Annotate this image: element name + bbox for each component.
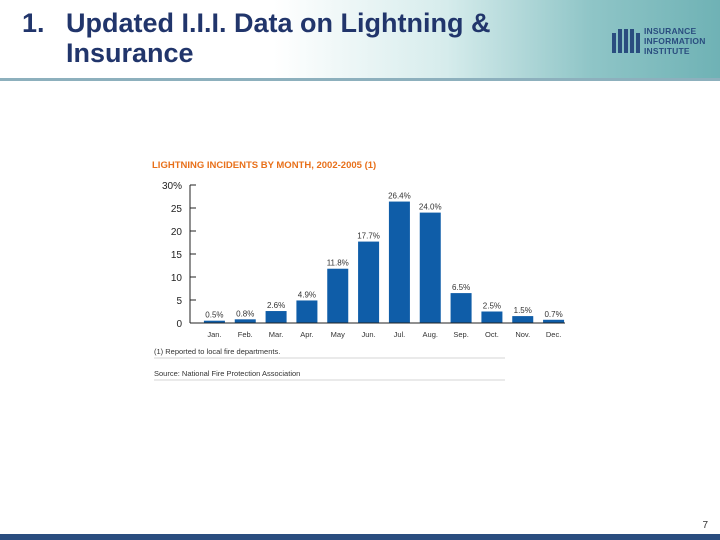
bar-jun [358,241,380,323]
chart-footnote: (1) Reported to local fire departments. [154,347,280,356]
title-number: 1. [22,8,45,38]
x-tick-label: Nov. [515,330,530,339]
x-tick-label: Mar. [269,330,284,339]
x-tick-label: Sep. [453,330,468,339]
y-tick-label: 30% [162,181,182,192]
bar-dec [543,319,565,323]
bar-feb [234,319,256,323]
bar-value-label: 17.7% [357,232,380,241]
iii-logo-icon [612,29,640,53]
y-tick-label: 5 [176,296,182,307]
bar-value-label: 24.0% [419,203,442,212]
bar-value-label: 0.8% [236,309,254,318]
bar-value-label: 4.9% [298,290,316,299]
bar-value-label: 2.5% [483,302,501,311]
y-tick-label: 10 [171,273,183,284]
x-tick-label: May [331,330,345,339]
bar-value-label: 26.4% [388,192,411,201]
iii-logo-text: INSURANCE INFORMATION INSTITUTE [644,26,706,56]
bar-nov [512,316,534,323]
bar-apr [296,300,318,323]
y-tick-label: 15 [171,250,183,261]
bar-sep [450,293,472,323]
bar-aug [419,212,441,323]
chart-source: Source: National Fire Protection Associa… [154,369,300,378]
bar-oct [481,311,503,323]
x-tick-label: Jun. [361,330,375,339]
bar-value-label: 2.6% [267,301,285,310]
x-tick-label: Jan. [207,330,221,339]
chart-container: LIGHTNING INCIDENTS BY MONTH, 2002-2005 … [140,155,570,385]
y-tick-label: 0 [176,319,182,330]
x-tick-label: Feb. [238,330,253,339]
page-title: 1. Updated I.I.I. Data on Lightning & Ins… [22,8,542,68]
bar-value-label: 0.7% [544,310,562,319]
iii-logo: INSURANCE INFORMATION INSTITUTE [612,26,708,60]
header-divider [0,78,720,81]
header-band [0,0,720,78]
bar-jan [203,320,225,323]
x-tick-label: Aug. [423,330,438,339]
chart-title: LIGHTNING INCIDENTS BY MONTH, 2002-2005 … [152,160,376,171]
x-tick-label: Oct. [485,330,499,339]
lightning-bar-chart: LIGHTNING INCIDENTS BY MONTH, 2002-2005 … [152,160,565,381]
y-tick-label: 20 [171,227,183,238]
bar-jul [388,201,410,323]
bar-mar [265,311,287,323]
footer-bar [0,534,720,540]
bar-may [327,268,349,323]
page-number: 7 [702,520,708,531]
x-tick-label: Jul. [394,330,406,339]
y-tick-label: 25 [171,204,183,215]
bar-value-label: 11.8% [327,259,349,268]
bar-value-label: 0.5% [205,311,223,320]
title-line-2: Insurance [66,38,194,68]
x-tick-label: Dec. [546,330,561,339]
x-tick-label: Apr. [300,330,313,339]
y-axis: 0 5 10 15 20 25 30% [162,181,196,330]
bar-value-label: 1.5% [514,306,532,315]
bars-group: 0.5% Jan. 0.8% Feb. 2.6% Mar. 4.9% Apr. 11.8% May… [203,192,565,339]
title-line-1: Updated I.I.I. Data on Lightning & [66,8,491,38]
bar-value-label: 6.5% [452,283,470,292]
